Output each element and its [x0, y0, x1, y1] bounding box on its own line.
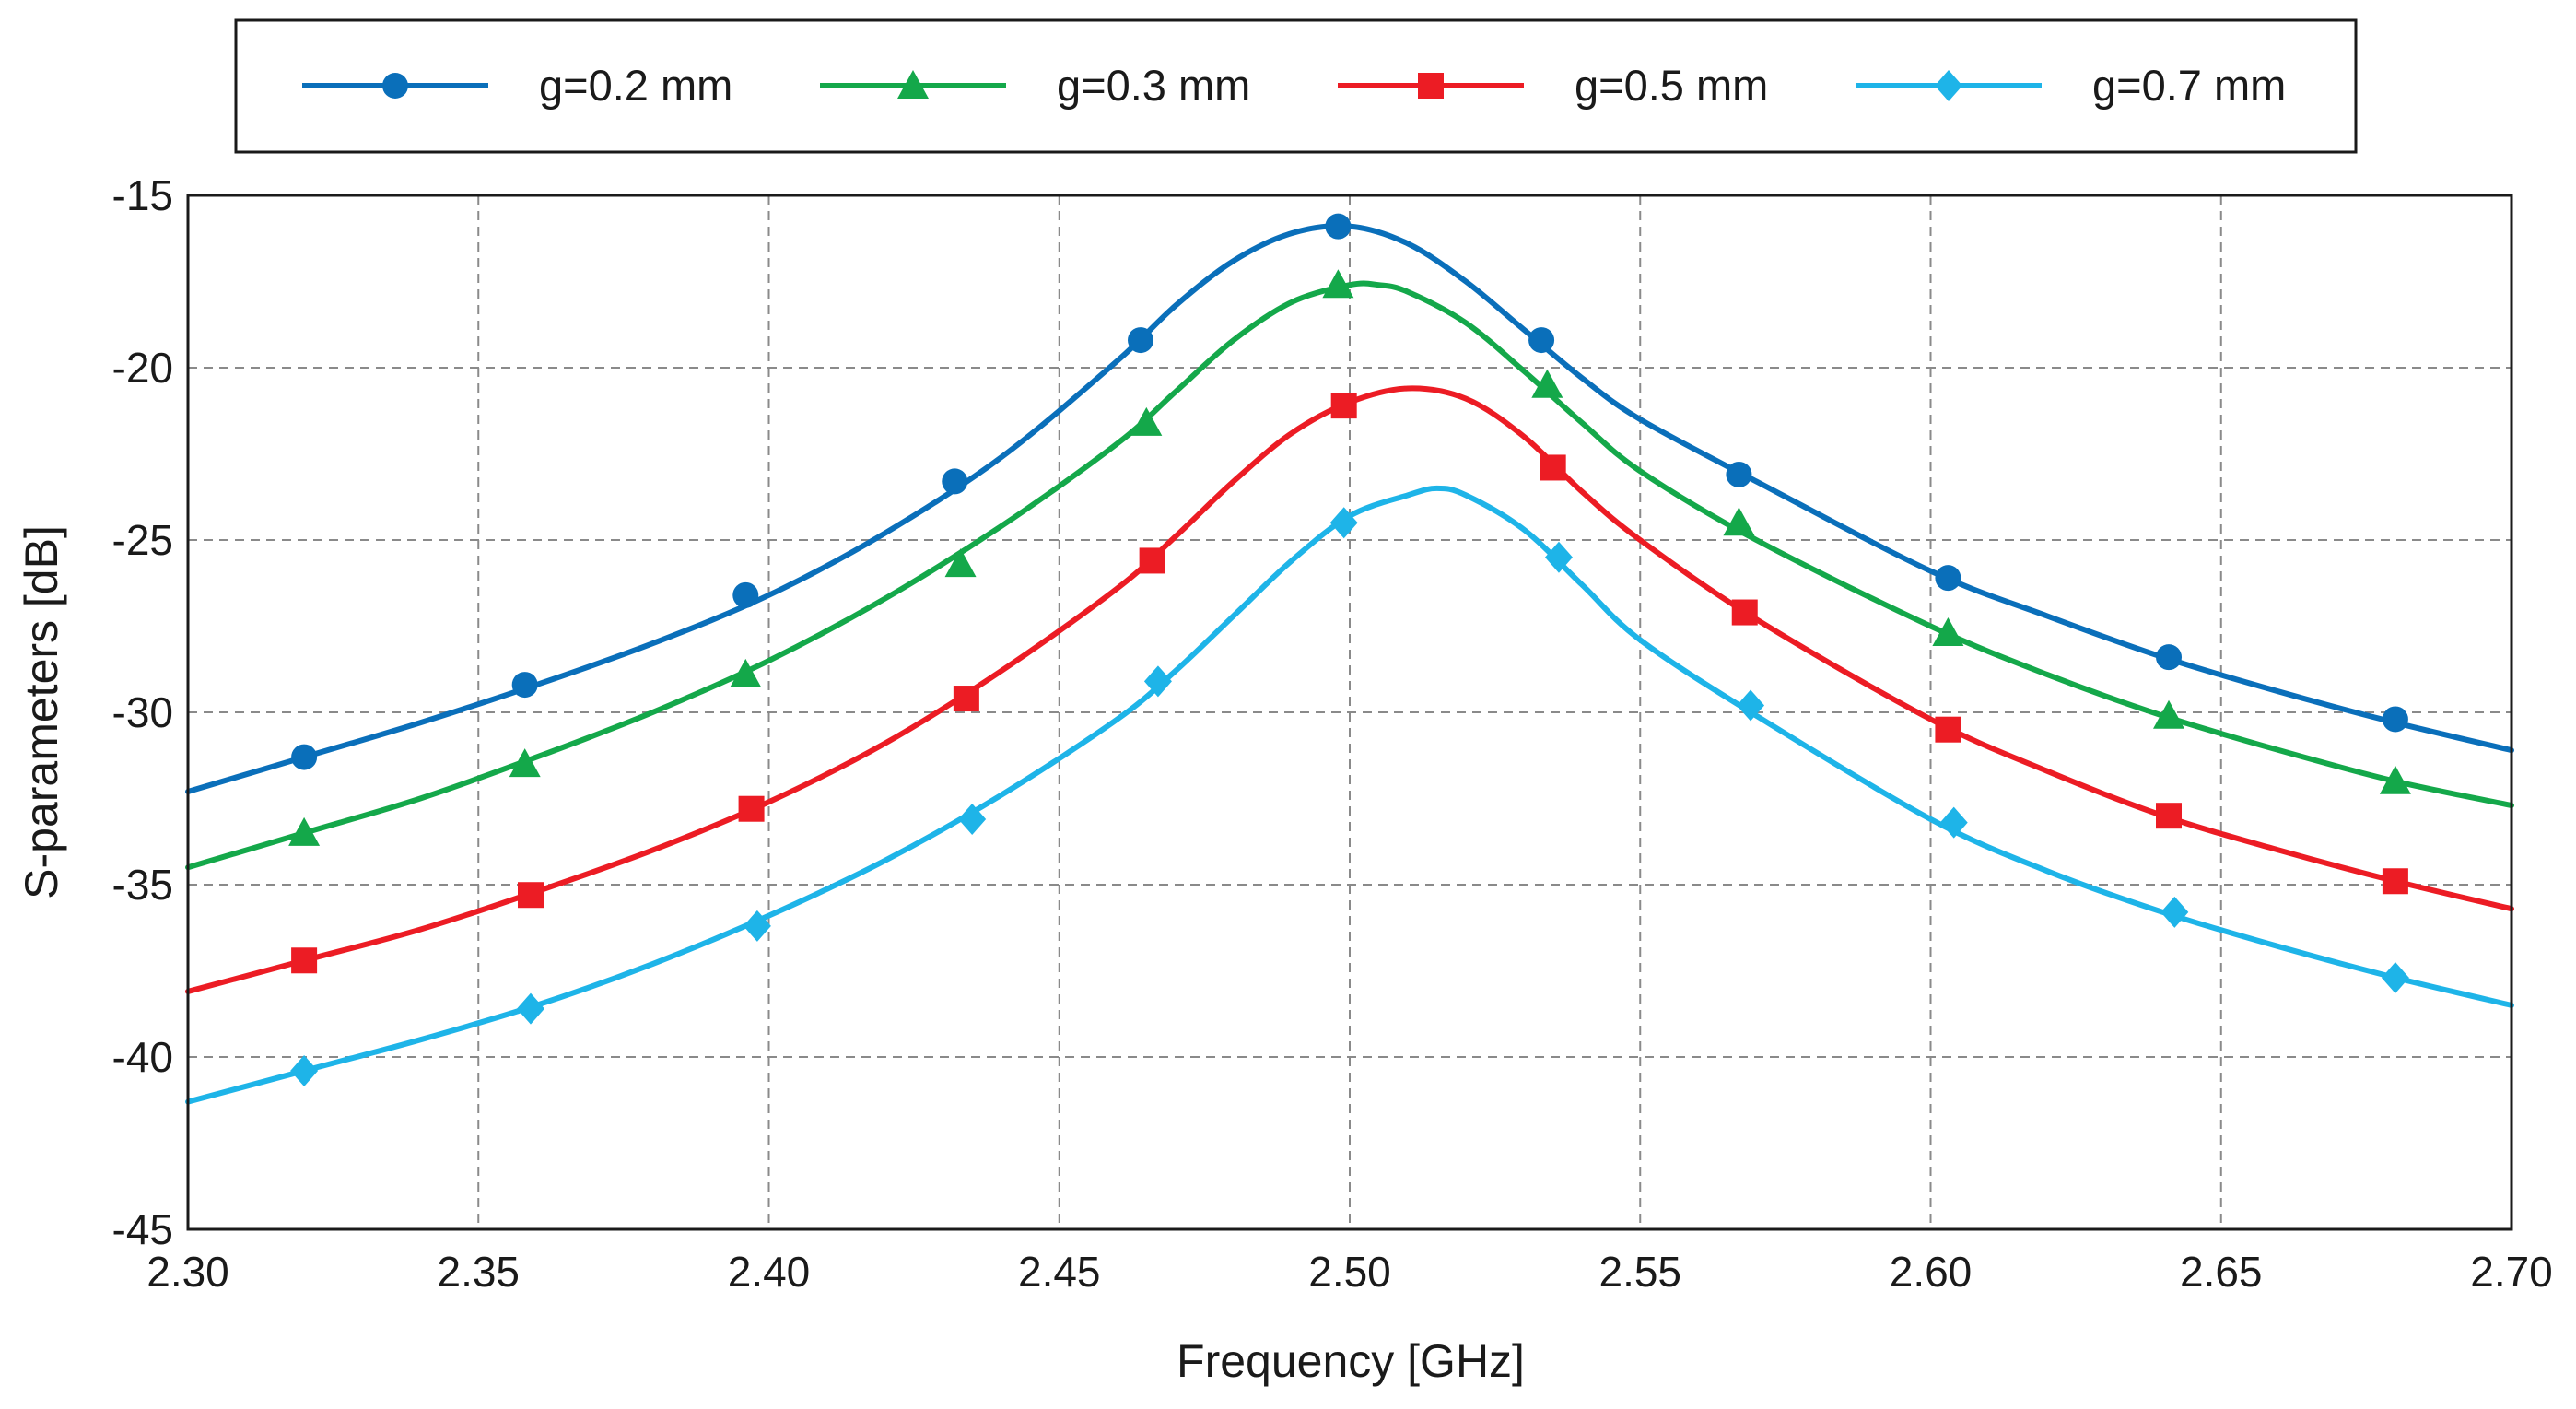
- data-point: [2382, 868, 2408, 895]
- legend-marker: [1418, 73, 1444, 99]
- data-point: [730, 658, 762, 687]
- tick-labels: 2.30 2.35 2.40 2.45 2.50 2.55 2.60 2.65 2.70 -15 -…: [112, 171, 2553, 1296]
- legend-item: g=0.3 mm: [820, 61, 1250, 110]
- x-tick-label: 2.60: [1890, 1248, 1973, 1296]
- data-point: [2153, 699, 2185, 729]
- x-tick-label: 2.70: [2470, 1248, 2553, 1296]
- data-point: [1143, 665, 1172, 698]
- data-point: [1939, 806, 1968, 839]
- legend-label: g=0.7 mm: [2092, 61, 2286, 110]
- x-tick-label: 2.30: [146, 1248, 229, 1296]
- data-point: [1528, 327, 1555, 354]
- data-point: [2379, 765, 2411, 794]
- data-point: [511, 672, 538, 699]
- y-tick-label: -20: [112, 344, 173, 392]
- x-tick-label: 2.40: [728, 1248, 811, 1296]
- legend-marker: [897, 70, 929, 99]
- x-tick-label: 2.55: [1598, 1248, 1681, 1296]
- legend-label: g=0.2 mm: [539, 61, 732, 110]
- data-point: [732, 581, 759, 608]
- data-point: [290, 1054, 319, 1086]
- grid: [188, 195, 2512, 1229]
- x-axis-label: Frequency [GHz]: [1177, 1335, 1525, 1387]
- plot-frame: [186, 194, 2513, 1231]
- y-tick-label: -35: [112, 861, 173, 909]
- legend-item: g=0.7 mm: [1856, 61, 2286, 110]
- legend-item: g=0.2 mm: [302, 61, 732, 110]
- y-tick-label: -30: [112, 688, 173, 736]
- data-point: [2382, 706, 2408, 733]
- series-line: [185, 485, 2514, 1105]
- y-tick-label: -45: [112, 1205, 173, 1253]
- series-1: [185, 213, 2514, 795]
- data-point: [942, 468, 968, 495]
- x-tick-label: 2.65: [2180, 1248, 2263, 1296]
- series-line: [185, 280, 2514, 871]
- x-tick-label: 2.50: [1308, 1248, 1391, 1296]
- y-tick-label: -40: [112, 1033, 173, 1081]
- legend: g=0.2 mm g=0.3 mm g=0.5 mm g=0.7 mm: [302, 61, 2286, 110]
- x-tick-label: 2.35: [437, 1248, 520, 1296]
- data-point: [2156, 644, 2183, 671]
- data-point: [743, 910, 771, 942]
- data-point: [944, 548, 977, 578]
- data-point: [291, 947, 318, 974]
- data-point: [1731, 599, 1758, 626]
- data-point: [958, 803, 987, 835]
- data-point: [1128, 327, 1154, 354]
- data-point: [1935, 716, 1961, 743]
- data-point: [1130, 406, 1163, 436]
- series-layer: [185, 213, 2514, 1105]
- data-point: [1737, 689, 1765, 722]
- legend-item: g=0.5 mm: [1338, 61, 1768, 110]
- data-point: [517, 882, 544, 909]
- data-point: [288, 816, 321, 846]
- data-point: [1726, 461, 1752, 487]
- data-point: [516, 992, 544, 1025]
- y-axis-label: S-parameters [dB]: [16, 525, 67, 899]
- data-point: [2160, 896, 2189, 928]
- data-point: [1329, 507, 1358, 539]
- data-point: [2381, 961, 2409, 993]
- data-point: [1932, 616, 1964, 646]
- data-point: [2156, 803, 2183, 829]
- legend-label: g=0.3 mm: [1057, 61, 1250, 110]
- data-point: [509, 748, 541, 778]
- data-point: [1544, 541, 1573, 573]
- legend-label: g=0.5 mm: [1575, 61, 1768, 110]
- series-2: [185, 269, 2514, 871]
- legend-marker: [1935, 70, 1962, 101]
- y-tick-label: -15: [112, 171, 173, 219]
- data-point: [1531, 369, 1563, 398]
- data-point: [1540, 454, 1566, 481]
- y-tick-label: -25: [112, 516, 173, 564]
- data-point: [1723, 507, 1755, 536]
- data-point: [1330, 393, 1357, 419]
- data-point: [1935, 565, 1961, 592]
- series-3: [185, 385, 2514, 994]
- data-point: [953, 686, 979, 712]
- data-point: [291, 744, 318, 770]
- data-point: [738, 795, 765, 822]
- x-tick-label: 2.45: [1018, 1248, 1101, 1296]
- series-4: [185, 485, 2514, 1105]
- legend-marker: [382, 73, 408, 99]
- data-point: [1322, 269, 1354, 299]
- data-point: [1325, 213, 1352, 240]
- data-point: [1139, 547, 1165, 574]
